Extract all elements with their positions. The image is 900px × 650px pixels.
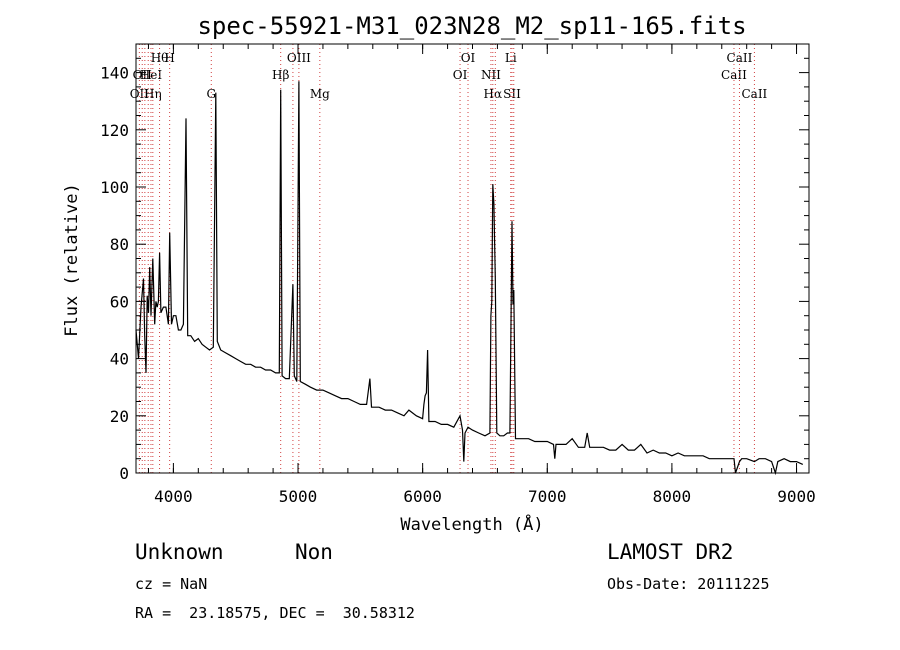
x-axis-label: Wavelength (Å)	[400, 513, 543, 535]
y-tick-label: 140	[100, 64, 129, 83]
x-tick-label: 5000	[279, 487, 318, 506]
x-tick-label: 8000	[653, 487, 692, 506]
line-marker-label: OI	[453, 68, 468, 82]
survey-text: LAMOST DR2	[607, 540, 734, 564]
line-marker-label: NII	[481, 68, 501, 82]
line-marker-label: Hβ	[272, 68, 289, 82]
x-tick-label: 6000	[403, 487, 442, 506]
line-marker-label: Hα	[484, 87, 503, 101]
line-marker-label: Li	[505, 51, 517, 65]
subclass-text: Non	[295, 540, 333, 564]
emission-line-markers: OIIOIIHeIHηHθHGHβOIIIMgOIOINIIHαLiSIICaI…	[130, 44, 768, 473]
obs-date-text: Obs-Date: 20111225	[607, 575, 770, 593]
line-marker-label: Hθ	[151, 51, 169, 65]
y-tick-label: 100	[100, 178, 129, 197]
chart-title: spec-55921-M31_023N28_M2_sp11-165.fits	[197, 12, 746, 40]
y-tick-label: 60	[110, 292, 129, 311]
y-tick-label: 80	[110, 235, 129, 254]
plot-frame	[135, 43, 810, 474]
coordinates-text: RA = 23.18575, DEC = 30.58312	[135, 604, 415, 622]
line-marker-label: CaII	[741, 87, 767, 101]
y-tick-label: 20	[110, 407, 129, 426]
line-marker-label: HeI	[140, 68, 163, 82]
y-axis-label: Flux (relative)	[62, 183, 82, 337]
line-marker-label: SII	[503, 87, 521, 101]
axis-ticks: 4000 5000 6000 7000 8000 9000 0 20 40 60 80 100 120 1…	[100, 44, 816, 506]
x-tick-label: 4000	[154, 487, 193, 506]
y-tick-label: 0	[119, 464, 129, 483]
line-marker-label: OI	[461, 51, 476, 65]
x-tick-label: 9000	[777, 487, 816, 506]
line-marker-label: Mg	[310, 87, 330, 101]
y-tick-label: 120	[100, 121, 129, 140]
line-marker-label: H	[164, 51, 174, 65]
classification-text: Unknown	[135, 540, 224, 564]
y-tick-label: 40	[110, 350, 129, 369]
line-marker-label: OII	[133, 68, 153, 82]
cz-text: cz = NaN	[135, 575, 208, 593]
spectrum-line-0	[135, 81, 804, 476]
line-marker-label: OIII	[287, 51, 311, 65]
x-tick-label: 7000	[528, 487, 567, 506]
line-marker-label: CaII	[727, 51, 753, 65]
line-marker-label: CaII	[721, 68, 747, 82]
line-marker-label: OII	[130, 87, 150, 101]
spectrum-series	[135, 81, 804, 476]
line-marker-label: Hη	[144, 87, 162, 101]
line-marker-label: G	[206, 87, 216, 101]
